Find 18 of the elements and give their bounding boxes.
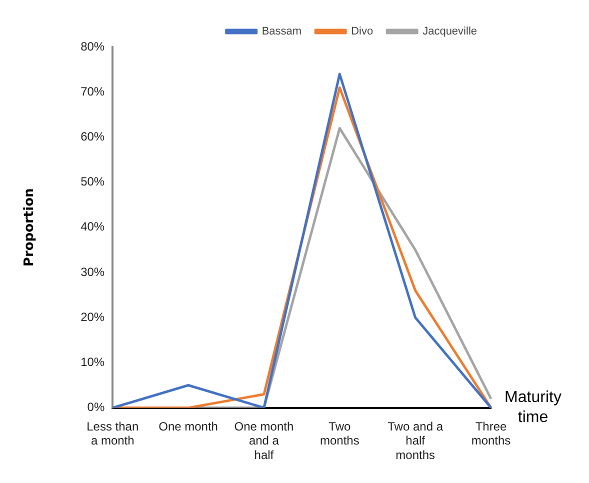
y-tick-label: 50%: [80, 174, 105, 189]
x-tick-label: One month and a half: [234, 419, 294, 462]
x-tick-label: Two and a half months: [388, 419, 444, 462]
x-tick-label: Two months: [320, 419, 360, 448]
y-tick-label: 20%: [80, 310, 105, 324]
legend-label: Jacqueville: [422, 26, 477, 38]
x-tick-label: Less than a month: [86, 419, 139, 448]
y-tick-label: 70%: [80, 84, 105, 98]
y-tick-label: 40%: [80, 220, 105, 234]
y-tick-label: 0%: [87, 400, 105, 414]
legend-label: Bassam: [262, 26, 302, 38]
y-tick-label: 30%: [80, 264, 105, 279]
x-tick-label: One month: [158, 419, 218, 434]
legend-label: Divo: [351, 26, 374, 38]
y-axis-title: Proportion: [22, 188, 38, 267]
y-tick-label: 10%: [80, 355, 105, 370]
y-tick-label: 80%: [80, 39, 105, 54]
y-tick-label: 60%: [80, 130, 105, 144]
